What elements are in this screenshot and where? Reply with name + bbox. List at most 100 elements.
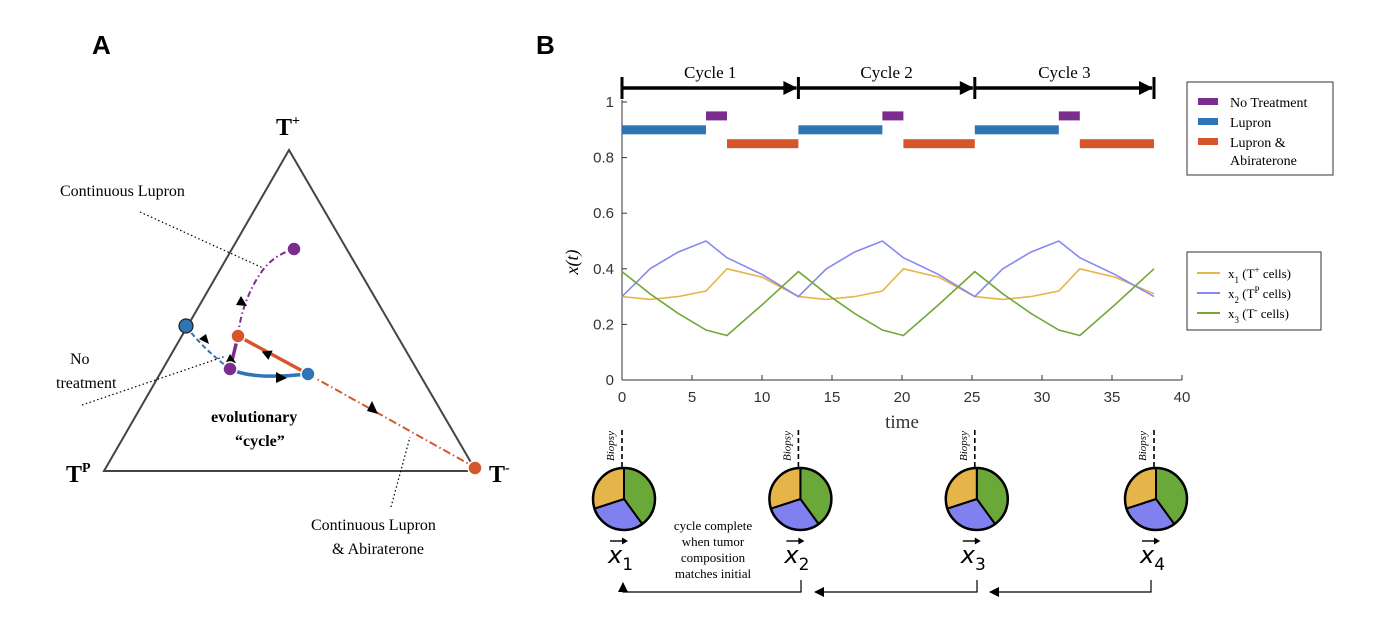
legend-series-label-1: x1 (T+ cells) [1228,265,1291,285]
trajectory-lupron-abi [307,373,477,469]
panel-b: B Cycle 1 Cycle 2 Cycle 3 0 5 10 15 20 25 30 35 40… [536,30,1334,597]
state-label-3: x3 [960,541,986,575]
annotation-continuous-lupron: Continuous Lupron [60,183,185,200]
state-vector-arrow-3 [974,537,981,545]
state-label-4: x4 [1139,541,1165,575]
cycle-note: cycle complete when tumor composition ma… [674,518,753,581]
marker-blue-end [178,318,194,334]
legend-series-box [1186,251,1322,331]
annotation-lupron-abi-line2: & Abiraterone [332,541,424,558]
return-arrow-4-3 [989,580,1152,597]
trajectory-continuous-lupron [237,248,295,337]
cycle-label-3: Cycle 3 [1038,63,1090,82]
return-arrow-3-2 [814,580,978,597]
x-axis-label: time [885,412,919,433]
x-tick-label-15: 15 [824,389,841,406]
pie-2-outline [768,466,833,532]
legend-label-lupron-abi-1: Lupron & [1230,136,1286,151]
cycle-note-line3: composition [681,550,746,565]
legend-treatment: No Treatment Lupron Lupron & Abiraterone [1186,81,1334,176]
panel-a-letter: A [92,30,111,60]
x-tick-label-5: 5 [688,389,696,406]
biopsy-label-2: Biopsy [781,431,793,461]
marker-orange-end [467,460,483,476]
cycle-note-line4: matches initial [675,566,752,581]
x-tick-label-30: 30 [1034,389,1051,406]
vertex-top-label: T+ [276,114,300,141]
cycle-abi-segment [237,334,309,376]
treatment-bar-0 [622,125,706,135]
y-tick-label-2: 0.4 [593,261,614,278]
state-vector-arrow-4 [1154,537,1160,545]
treatment-bar-1 [706,111,727,121]
x-tick-label-25: 25 [964,389,981,406]
series-line-x3 [621,268,1155,337]
x-tick-label-40: 40 [1174,389,1191,406]
arrow-head-blue-dash [199,334,209,344]
treatment-bar-2 [727,139,799,149]
series-line-x2 [621,240,1155,298]
panel-a: A T+ TP T- Continuous Lupron No tr [56,30,510,558]
legend-series: x1 (T+ cells)x2 (TP cells)x3 (T- cells) [1186,251,1322,331]
chart-lines [621,240,1155,337]
marker-blue-start [300,366,316,382]
cycle-label-1: Cycle 1 [684,63,736,82]
pie-1-outline [591,466,657,532]
arrow-head-notreat [225,354,236,364]
arrow-head-continuous [236,296,247,306]
chart-axes: 0 5 10 15 20 25 30 35 40 0 0.2 0.4 0.6 0.8 1 [593,94,1190,406]
arrow-head-abi [261,350,273,360]
biopsy-label-3: Biopsy [958,431,970,461]
annotation-cycle: “cycle” [235,433,285,450]
marker-purple-start [222,361,238,377]
treatment-bars [622,111,1154,149]
annotation-evolutionary: evolutionary [211,409,297,426]
annotation-lupron-abi-line1: Continuous Lupron [311,517,436,534]
pie-3-outline [944,466,1010,532]
cycle-note-line2: when tumor [682,534,745,549]
leader-lupron-abi [390,436,411,508]
y-tick-label-0: 0 [606,372,614,389]
legend-swatch-no-treatment [1198,98,1218,105]
cycle-brackets: Cycle 1 Cycle 2 Cycle 3 [620,63,1156,99]
x-tick-label-20: 20 [894,389,911,406]
cycle-bracket-arrow-3 [1139,81,1153,95]
vertex-right-label: T- [489,461,510,488]
legend-series-label-3: x3 (T- cells) [1228,305,1289,325]
x-tick-label-35: 35 [1104,389,1121,406]
cycle-bracket-arrow-1 [783,81,798,95]
legend-treatment-box [1186,81,1334,176]
marker-orange-start [230,328,246,344]
state-vector-arrow-1 [622,537,628,545]
arrow-head-lupron [276,372,287,383]
arrow-head-orange-dash [367,401,378,414]
cycle-note-line1: cycle complete [674,518,753,533]
legend-label-lupron-abi-2: Abiraterone [1230,154,1297,169]
state-label-2: x2 [783,541,809,575]
pie-4-outline [1123,466,1189,532]
legend-label-lupron: Lupron [1230,116,1271,131]
annotation-no-treatment-line1: No [70,351,90,368]
x-tick-label-0: 0 [618,389,626,406]
vertex-left-label: TP [66,461,91,488]
y-tick-label-3: 0.6 [593,205,614,222]
marker-purple-end [286,241,302,257]
y-axis-label: x(t) [562,250,583,276]
y-tick-label-1: 0.2 [593,316,614,333]
treatment-bar-4 [882,111,904,121]
leader-no-treatment [81,355,227,406]
biopsy-pies: Biopsy x1 Biopsy x2 Biopsy x3 Biopsy x4 [591,430,1189,575]
x-tick-label-10: 10 [754,389,771,406]
return-arrows [618,580,1152,597]
cycle-lupron-segment [229,367,309,378]
treatment-bar-6 [974,125,1059,135]
ternary-triangle [102,148,478,472]
series-line-x1 [621,267,1155,301]
leader-continuous-lupron [139,211,264,269]
treatment-bar-5 [903,139,975,149]
biopsy-label-4: Biopsy [1137,431,1149,461]
state-label-1: x1 [607,541,633,575]
y-tick-label-5: 1 [606,94,614,111]
cycle-bracket-arrow-2 [959,81,974,95]
